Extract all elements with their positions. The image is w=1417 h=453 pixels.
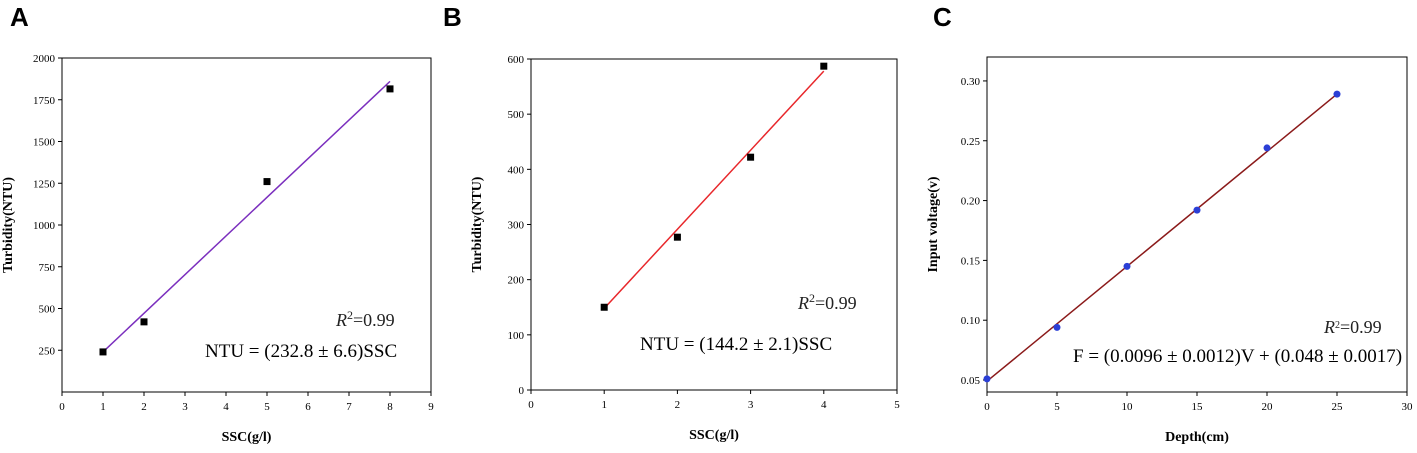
panel-label-b: B	[443, 2, 462, 32]
r2-annotation-c: R2=0.99	[1323, 317, 1382, 337]
x-tick-label: 2	[675, 399, 681, 411]
y-tick-label: 500	[39, 304, 56, 316]
x-tick-label: 1	[601, 399, 607, 411]
fit-line	[986, 93, 1338, 382]
x-tick-label: 6	[305, 401, 311, 413]
r2-value-c: =0.99	[1340, 317, 1382, 337]
y-axis-label: Input voltage(v)	[926, 176, 941, 272]
x-tick-label: 0	[984, 401, 990, 413]
y-tick-label: 500	[508, 109, 525, 121]
plot-frame	[986, 56, 1408, 393]
x-tick-label: 9	[428, 401, 434, 413]
y-tick-label: 1750	[33, 95, 56, 107]
data-point	[1263, 144, 1271, 152]
y-tick-label: 0.10	[961, 315, 981, 327]
y-tick-label: 1000	[33, 220, 56, 232]
y-tick-label: 0.05	[961, 375, 981, 387]
x-tick-label: 0	[59, 401, 65, 413]
x-tick-label: 25	[1332, 401, 1344, 413]
data-point	[673, 233, 681, 241]
data-point	[1053, 323, 1061, 331]
panel-label-a: A	[10, 2, 29, 32]
data-point	[140, 318, 148, 326]
data-point	[1333, 90, 1341, 98]
y-tick-label: 300	[508, 220, 525, 232]
y-axis-label: Turbidity(NTU)	[470, 176, 485, 272]
x-axis-label: Depth(cm)	[1165, 430, 1229, 445]
data-point	[600, 303, 608, 311]
x-tick-label: 20	[1262, 401, 1274, 413]
data-point	[983, 375, 991, 383]
equation-c: F = (0.0096 ± 0.0012)V + (0.048 ± 0.0017…	[1073, 346, 1402, 367]
r2-value-b: =0.99	[815, 293, 857, 313]
y-tick-label: 200	[508, 275, 525, 287]
y-tick-label: 250	[39, 345, 56, 357]
y-tick-label: 0	[519, 385, 525, 397]
x-tick-label: 5	[264, 401, 270, 413]
y-tick-label: 0.20	[961, 196, 981, 208]
data-point	[820, 62, 828, 70]
y-tick-label: 2000	[33, 53, 56, 65]
x-tick-label: 8	[387, 401, 393, 413]
panel-b: B R2=0.99 NTU = (144.2 ± 2.1)SSC 0 1 2 3 4 50…	[443, 2, 900, 443]
x-tick-label: 4	[223, 401, 229, 413]
panel-c: C R2=0.99 F = (0.0096 ± 0.0012)V + (0.04…	[926, 2, 1413, 445]
y-tick-label: 1500	[33, 137, 56, 149]
y-tick-label: 400	[508, 164, 525, 176]
data-point	[99, 348, 107, 356]
y-tick-label: 100	[508, 330, 525, 342]
fit-line	[603, 70, 825, 309]
x-tick-label: 5	[894, 399, 900, 411]
r2-annotation-b: R2=0.99	[797, 291, 857, 313]
x-tick-label: 3	[182, 401, 188, 413]
panel-a: A R2=0.99 NTU = (232.8 ± 6.6)SSC 0 1 2 3 4 5 6…	[1, 2, 434, 445]
y-axis-label: Turbidity(NTU)	[1, 177, 16, 273]
x-axis-label: SSC(g/l)	[689, 428, 739, 443]
x-tick-label: 15	[1192, 401, 1204, 413]
panel-label-c: C	[933, 2, 952, 32]
y-tick-label: 600	[508, 54, 525, 66]
x-tick-label: 3	[748, 399, 754, 411]
y-tick-label: 0.30	[961, 76, 981, 88]
r2-value-a: =0.99	[353, 310, 395, 330]
x-axis-label: SSC(g/l)	[222, 430, 272, 445]
x-tick-label: 7	[346, 401, 352, 413]
data-point	[1193, 206, 1201, 214]
x-tick-label: 4	[821, 399, 827, 411]
x-tick-label: 1	[100, 401, 106, 413]
y-tick-label: 0.15	[961, 255, 981, 267]
fit-line	[102, 80, 391, 353]
x-tick-label: 30	[1402, 401, 1414, 413]
x-tick-label: 2	[141, 401, 147, 413]
equation-a: NTU = (232.8 ± 6.6)SSC	[205, 341, 397, 362]
data-point	[1123, 262, 1131, 270]
y-tick-label: 750	[39, 262, 56, 274]
x-tick-label: 0	[528, 399, 534, 411]
r2-annotation-a: R2=0.99	[335, 308, 395, 330]
y-tick-label: 1250	[33, 178, 56, 190]
data-point	[747, 153, 755, 161]
x-tick-label: 5	[1054, 401, 1060, 413]
y-tick-label: 0.25	[961, 136, 981, 148]
equation-b: NTU = (144.2 ± 2.1)SSC	[640, 334, 832, 355]
x-tick-label: 10	[1122, 401, 1134, 413]
data-point	[263, 178, 271, 186]
data-point	[386, 85, 394, 93]
